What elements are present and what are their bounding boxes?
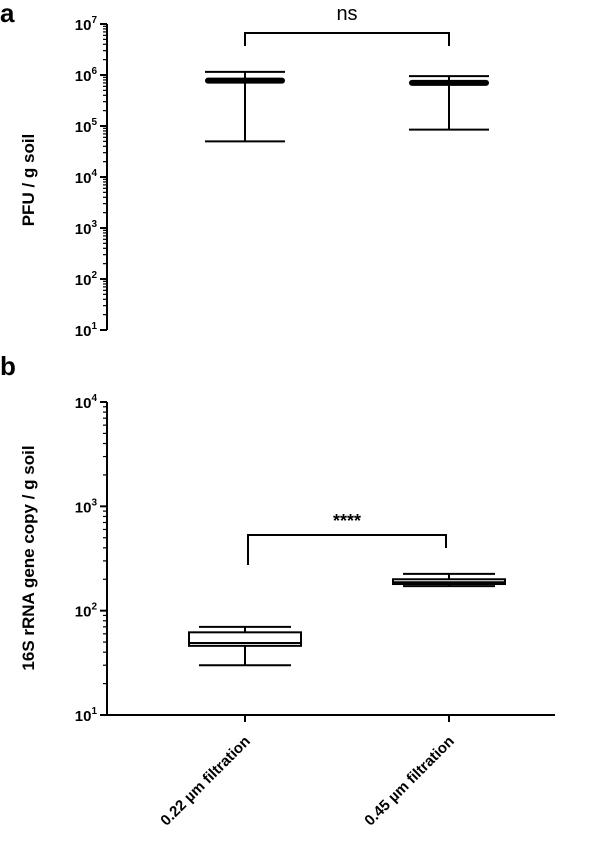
y-tick-label: 106 <box>75 66 98 85</box>
y-tick-base: 10 <box>75 708 92 725</box>
x-category-label: 0.22 µm filtration <box>157 733 254 830</box>
panel-b-y-axis-title: 16S rRNA gene copy / g soil <box>19 445 38 670</box>
y-tick-base: 10 <box>75 323 92 340</box>
y-tick-base: 10 <box>75 604 92 621</box>
panel-a-y-axis-title: PFU / g soil <box>19 134 38 227</box>
box-2 <box>392 572 506 588</box>
y-tick-base: 10 <box>75 395 92 412</box>
y-tick-label: 103 <box>75 497 98 516</box>
y-tick-label: 103 <box>75 219 98 238</box>
panel-b-significance-bracket: **** <box>247 511 447 565</box>
y-tick-base: 10 <box>75 119 92 136</box>
box-2 <box>409 75 489 131</box>
iqr-box <box>409 79 489 86</box>
y-tick-base: 10 <box>75 17 92 34</box>
panel-a-letter: a <box>0 0 15 28</box>
panel-a-significance-bracket: ns <box>244 3 450 46</box>
panel-a-boxes <box>205 70 489 143</box>
y-tick-label: 107 <box>75 15 98 34</box>
y-tick-label: 104 <box>75 393 98 412</box>
y-tick-label: 104 <box>75 168 98 187</box>
y-tick-exponent: 3 <box>91 219 97 230</box>
y-tick-exponent: 3 <box>91 497 97 508</box>
panel-b-boxes <box>188 572 506 667</box>
y-tick-exponent: 6 <box>91 66 97 77</box>
y-tick-base: 10 <box>75 170 92 187</box>
y-tick-label: 105 <box>75 117 98 136</box>
y-tick-base: 10 <box>75 272 92 289</box>
y-tick-exponent: 2 <box>91 270 97 281</box>
y-tick-label: 102 <box>75 270 98 289</box>
panel-b-significance-label: **** <box>333 511 361 531</box>
y-tick-exponent: 7 <box>91 15 97 26</box>
box-1 <box>188 625 302 667</box>
iqr-box <box>205 77 285 84</box>
y-tick-base: 10 <box>75 499 92 516</box>
panel-b-bracket-line <box>247 534 447 565</box>
y-tick-label: 101 <box>75 321 98 340</box>
y-tick-exponent: 2 <box>91 602 97 613</box>
y-tick-exponent: 1 <box>91 321 97 332</box>
panel-b: b 16S rRNA gene copy / g soil 1011021031… <box>0 351 555 829</box>
y-tick-exponent: 5 <box>91 117 97 128</box>
panel-a-significance-label: ns <box>336 3 357 25</box>
y-tick-base: 10 <box>75 221 92 238</box>
y-tick-label: 102 <box>75 602 98 621</box>
y-tick-exponent: 1 <box>91 706 97 717</box>
panel-b-x-ticks <box>244 715 450 722</box>
x-category-labels: 0.22 µm filtration 0.45 µm filtration <box>157 733 458 830</box>
y-tick-label: 101 <box>75 706 98 725</box>
box-1 <box>205 70 285 143</box>
panel-b-letter: b <box>0 351 16 381</box>
panel-a-bracket-line <box>244 32 450 46</box>
y-tick-exponent: 4 <box>91 168 97 179</box>
y-tick-base: 10 <box>75 68 92 85</box>
y-tick-exponent: 4 <box>91 393 97 404</box>
x-category-label: 0.45 µm filtration <box>361 733 458 830</box>
